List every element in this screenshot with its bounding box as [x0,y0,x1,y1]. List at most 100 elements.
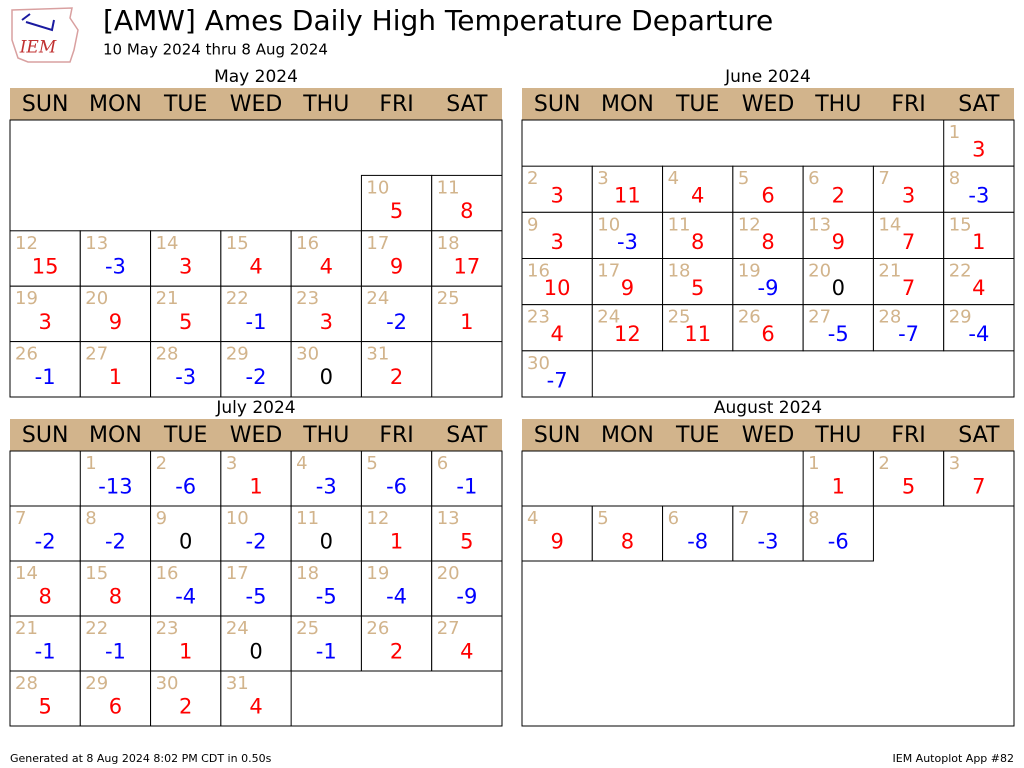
day-number: 13 [808,214,831,235]
day-number: 16 [296,233,319,254]
departure-value: 6 [109,694,122,718]
weekday-label: MON [89,423,142,448]
departure-value: 7 [972,474,985,498]
day-cell [79,450,152,507]
day-cell [150,285,222,343]
departure-value: 3 [972,137,985,161]
day-cell [662,165,734,213]
day-number: 12 [15,233,38,254]
day-cell [521,211,593,259]
day-cell [9,560,81,617]
departure-value: 3 [179,254,192,278]
day-cell [431,560,503,617]
day-cell [872,450,945,507]
weekday-label: THU [814,92,861,117]
departure-value: -1 [316,639,337,663]
departure-value: 5 [902,474,915,498]
departure-value: -3 [617,230,638,254]
day-cell [521,258,593,306]
day-cell [431,505,503,562]
departure-value: 7 [902,276,915,300]
day-number: 4 [668,168,679,189]
day-cell [360,341,433,398]
departure-value: 3 [550,184,563,208]
departure-value: 1 [972,230,985,254]
departure-value: 1 [179,639,192,663]
day-cell [9,341,81,398]
day-number: 8 [808,508,819,529]
month-title: June 2024 [724,67,811,87]
day-cell [732,211,804,259]
day-number: 2 [156,453,167,474]
day-cell [802,165,874,213]
day-cell [872,211,945,259]
day-number: 2 [878,453,889,474]
departure-value: 9 [621,276,634,300]
day-number: 9 [527,214,538,235]
day-number: 4 [296,453,307,474]
day-cell [943,450,1015,507]
day-number: 1 [808,453,819,474]
day-cell [431,615,503,672]
weekday-label: MON [601,92,654,117]
day-number: 30 [527,353,550,374]
departure-value: 4 [320,254,333,278]
day-number: 27 [437,618,460,639]
departure-value: -2 [35,529,56,553]
day-cell [220,341,292,398]
day-cell [591,165,664,213]
day-cell [802,304,874,352]
weekday-label: MON [601,423,654,448]
day-number: 16 [527,261,550,282]
day-number: 27 [85,344,108,365]
departure-value: 8 [761,230,774,254]
subtitle: 10 May 2024 thru 8 Aug 2024 [103,41,328,59]
day-number: 26 [15,344,38,365]
day-cell [521,505,593,562]
weekday-label: THU [302,92,349,117]
day-cell [220,670,292,727]
day-cell [9,670,81,727]
weekday-label: FRI [379,423,413,448]
day-number: 13 [85,233,108,254]
logo-text: IEM [19,38,57,58]
day-number: 26 [366,618,389,639]
departure-value: 2 [179,694,192,718]
departure-value: 5 [460,529,473,553]
day-number: 12 [738,214,761,235]
weekday-label: FRI [379,92,413,117]
day-cell [431,174,503,232]
weekday-label: FRI [891,423,925,448]
day-number: 6 [668,508,679,529]
day-number: 30 [156,673,179,694]
weekday-label: WED [742,423,795,448]
day-cell [150,560,222,617]
departure-value: 11 [684,322,711,346]
day-number: 19 [738,261,761,282]
day-number: 28 [878,307,901,328]
departure-value: 3 [38,310,51,334]
day-number: 18 [296,563,319,584]
day-number: 17 [597,261,620,282]
weekday-label: SAT [446,423,488,448]
month-title: August 2024 [714,398,822,418]
day-number: 31 [226,673,249,694]
footer-right: IEM Autoplot App #82 [893,752,1015,765]
departure-value: -4 [175,584,196,608]
departure-value: -3 [175,365,196,389]
departure-value: -3 [316,474,337,498]
departure-value: 5 [179,310,192,334]
day-cell [9,285,81,343]
departure-value: -1 [246,310,267,334]
departure-value: -1 [35,365,56,389]
departure-value: 0 [320,365,333,389]
day-number: 4 [527,508,538,529]
day-cell [79,560,152,617]
day-number: 14 [878,214,901,235]
departure-value: 8 [38,584,51,608]
day-number: 12 [366,508,389,529]
departure-value: 1 [249,474,262,498]
weekday-header [10,88,502,120]
day-number: 3 [597,168,608,189]
